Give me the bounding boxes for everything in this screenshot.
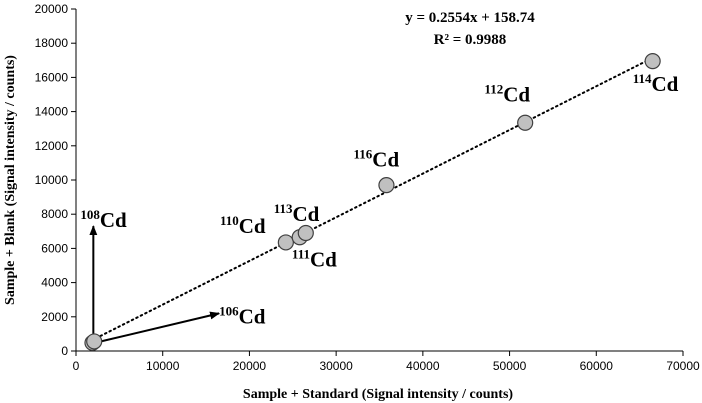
x-tick-label: 30000 (319, 359, 353, 373)
isotope-labels: 106Cd 108Cd 110Cd 111Cd 113Cd 116Cd 112Cd 114Cd (80, 71, 678, 329)
trendline-equation: y = 0.2554x + 158.74 (405, 10, 535, 26)
y-tick-label: 18000 (35, 36, 69, 50)
data-points (84, 53, 661, 351)
annotation-arrow (99, 311, 221, 343)
isotope-label: 110Cd (220, 213, 266, 238)
isotope-label: 113Cd (274, 201, 320, 226)
isotope-label: 111Cd (292, 246, 337, 271)
isotope-label: 114Cd (633, 71, 679, 96)
x-axis-title: Sample + Standard (Signal intensity / co… (243, 387, 513, 402)
trendline-path (90, 56, 655, 342)
data-point (517, 114, 534, 131)
data-point (277, 234, 294, 251)
y-tick-label: 2000 (41, 310, 68, 324)
data-point (297, 224, 314, 242)
isotope-label: 112Cd (484, 81, 530, 106)
y-axis-title: Sample + Blank (Signal intensity / count… (3, 55, 18, 305)
x-tick-label: 10000 (146, 359, 180, 373)
y-tick-label: 6000 (41, 241, 68, 255)
x-tick-label: 40000 (406, 359, 440, 373)
x-tick-label: 20000 (233, 359, 267, 373)
x-tick-label: 50000 (493, 359, 527, 373)
x-tick-label: 0 (73, 359, 80, 373)
data-point (378, 177, 395, 194)
y-tick-label: 8000 (41, 207, 68, 221)
y-tick-label: 12000 (35, 139, 69, 153)
r-squared: R² = 0.9988 (434, 32, 507, 48)
y-tick-label: 0 (61, 344, 68, 358)
y-tick-label: 14000 (35, 105, 69, 119)
tick-labels: 0 10000 20000 30000 40000 50000 60000 70000 0 200… (35, 2, 700, 373)
isotope-label: 116Cd (353, 146, 399, 171)
y-tick-label: 20000 (35, 2, 69, 16)
annotation-arrows (89, 225, 221, 343)
y-tick-label: 10000 (35, 173, 69, 187)
isotope-label: 108Cd (80, 207, 127, 232)
axes (71, 8, 684, 356)
y-tick-label: 16000 (35, 70, 69, 84)
data-point (86, 333, 103, 350)
x-tick-label: 60000 (580, 359, 614, 373)
data-point (644, 53, 661, 70)
x-tick-label: 70000 (666, 359, 700, 373)
trendline (90, 56, 655, 342)
isotope-label: 106Cd (219, 304, 266, 329)
y-tick-label: 4000 (41, 276, 68, 290)
